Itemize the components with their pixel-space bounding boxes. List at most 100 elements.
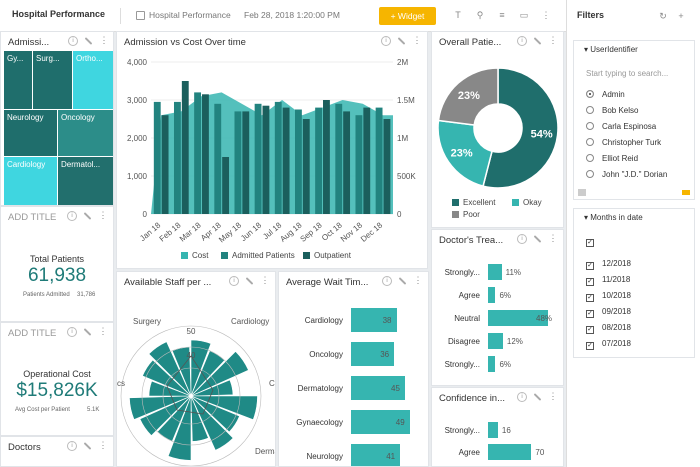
bar[interactable] (488, 422, 498, 438)
filter-option[interactable]: ✓ 09/2018 (586, 307, 631, 318)
bar[interactable] (351, 308, 397, 332)
filter-option[interactable]: ✓ 08/2018 (586, 323, 631, 334)
filter-option[interactable]: Elliot Reid (586, 154, 638, 163)
more-icon[interactable]: ⋮ (541, 10, 551, 20)
legend-item[interactable]: Cost (181, 251, 208, 260)
treemap-cell[interactable]: Gy... (4, 51, 32, 109)
edit-icon[interactable] (245, 277, 254, 285)
panel-title: Average Wait Tim... (286, 277, 369, 288)
bar[interactable] (488, 287, 496, 303)
more-icon[interactable]: ⋮ (413, 275, 423, 285)
polar-bar (190, 395, 209, 442)
panel-title[interactable]: ADD TITLE (8, 328, 57, 339)
more-icon[interactable]: ⋮ (548, 391, 558, 401)
filter-toggle-icon[interactable] (682, 190, 690, 195)
satisfaction-donut-chart: 54% 23% 23% (437, 67, 559, 189)
treemap-cell[interactable]: Dermatol... (58, 157, 113, 205)
info-icon[interactable]: i (67, 327, 77, 337)
breadcrumb[interactable]: Hospital Performance (136, 10, 231, 20)
add-filter-icon[interactable]: + (678, 11, 684, 21)
polar-bar (190, 351, 249, 397)
legend-item[interactable]: Admitted Patients (221, 251, 295, 260)
edit-icon[interactable] (83, 328, 92, 336)
edit-icon[interactable] (83, 212, 92, 220)
layout-icon[interactable]: ≡ (499, 10, 505, 20)
info-icon[interactable]: i (382, 276, 392, 286)
more-icon[interactable]: ⋮ (412, 35, 422, 45)
confidence-bar-chart: Strongly... 16 Agree 70 (432, 388, 563, 466)
filter-option[interactable]: ✓ 11/2018 (586, 275, 631, 286)
legend-item[interactable]: Poor (452, 210, 480, 219)
more-icon[interactable]: ⋮ (98, 440, 108, 450)
info-icon[interactable]: i (381, 36, 391, 46)
dashboard-date: Feb 28, 2018 1:20:00 PM (244, 10, 340, 20)
bar[interactable] (488, 264, 502, 280)
bar[interactable] (351, 410, 410, 434)
filter-header[interactable]: ▾ Months in date (584, 213, 643, 222)
legend-item[interactable]: Outpatient (303, 251, 351, 260)
filter-option[interactable]: John "J.D." Dorian (586, 170, 667, 179)
bar[interactable] (488, 310, 548, 326)
panel-title: Available Staff per ... (124, 277, 212, 288)
text-icon[interactable]: T (455, 10, 461, 20)
treemap-cell[interactable]: Oncology (58, 110, 113, 156)
info-icon[interactable]: i (229, 276, 239, 286)
panel-title[interactable]: ADD TITLE (8, 212, 57, 223)
more-icon[interactable]: ⋮ (99, 35, 109, 45)
polar-category-label: Cardiology (231, 317, 269, 326)
bar[interactable] (488, 444, 532, 460)
trash-icon[interactable] (578, 189, 586, 196)
polar-bar (190, 395, 240, 433)
edit-icon[interactable] (83, 442, 92, 450)
outpatient-bar (181, 81, 189, 214)
bar[interactable] (351, 342, 395, 366)
edit-icon[interactable] (84, 37, 93, 45)
polar-bar (167, 395, 192, 461)
legend-item[interactable]: Excellent (452, 198, 495, 207)
filter-option[interactable]: Christopher Turk (586, 138, 661, 147)
filter-icon[interactable]: ⚲ (476, 10, 484, 20)
info-icon[interactable]: i (517, 36, 527, 46)
bar-value-label: 6% (499, 360, 511, 369)
info-icon[interactable]: i (67, 211, 77, 221)
bar[interactable] (351, 444, 401, 466)
info-icon[interactable]: i (517, 392, 527, 402)
treemap-cell[interactable]: Surg... (33, 51, 72, 109)
monitor-icon[interactable]: ▭ (519, 10, 529, 20)
polar-gridline (120, 325, 262, 466)
filter-option[interactable]: ✓ 07/2018 (586, 339, 631, 350)
filter-option[interactable]: Admin (586, 90, 625, 99)
legend-item[interactable]: Okay (512, 198, 542, 207)
treemap-cell[interactable]: Cardiology (4, 157, 57, 205)
filter-option[interactable]: Bob Kelso (586, 106, 638, 115)
bar[interactable] (488, 356, 496, 372)
filters-sidebar: Filters ↻ + ▾ UserIdentifier Start typin… (566, 0, 700, 467)
bar[interactable] (488, 333, 503, 349)
info-icon[interactable]: i (68, 36, 78, 46)
edit-icon[interactable] (533, 37, 542, 45)
more-icon[interactable]: ⋮ (548, 35, 558, 45)
filter-search-input[interactable]: Start typing to search... (586, 69, 669, 78)
more-icon[interactable]: ⋮ (98, 210, 108, 220)
info-icon[interactable]: i (517, 234, 527, 244)
outpatient-bar (323, 100, 330, 214)
filter-option[interactable]: Carla Espinosa (586, 122, 656, 131)
treemap-cell[interactable]: Neurology (4, 110, 57, 156)
bar-value-label: 49 (395, 418, 405, 427)
x-tick-label: Dec 18 (359, 220, 385, 244)
filter-header[interactable]: ▾ UserIdentifier (584, 45, 638, 54)
kpi-sub-value: 5.1K (87, 407, 100, 413)
more-icon[interactable]: ⋮ (260, 275, 270, 285)
add-widget-button[interactable]: + Widget (379, 7, 436, 25)
checkbox-checked-icon: ✓ (586, 342, 594, 350)
bar[interactable] (351, 376, 405, 400)
info-icon[interactable]: i (67, 441, 77, 451)
treemap-cell[interactable]: Ortho... (73, 51, 113, 109)
bar-value-label: 6% (499, 291, 511, 300)
filter-option[interactable]: ✓ 12/2018 (586, 259, 631, 270)
more-icon[interactable]: ⋮ (98, 326, 108, 336)
select-all-checkbox[interactable]: ✓ (586, 236, 602, 247)
more-icon[interactable]: ⋮ (548, 233, 558, 243)
refresh-icon[interactable]: ↻ (659, 11, 667, 21)
filter-option[interactable]: ✓ 10/2018 (586, 291, 631, 302)
